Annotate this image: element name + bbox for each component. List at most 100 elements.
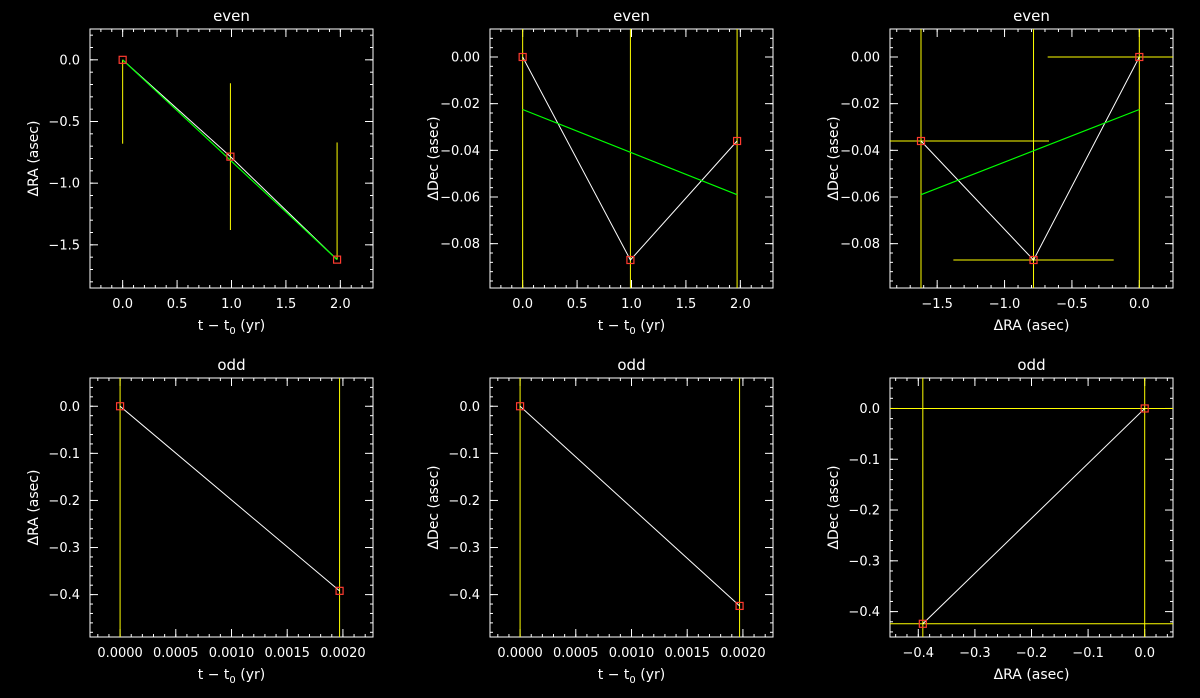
y-tick-label: −0.02 — [440, 97, 480, 112]
data-point — [918, 619, 927, 628]
data-point — [1029, 255, 1038, 265]
x-tick-label: 0.5 — [167, 297, 188, 312]
x-tick-label: 0.5 — [567, 297, 588, 312]
plot-area — [890, 378, 1173, 637]
y-tick-label: −0.08 — [840, 237, 880, 252]
y-axis-label: ΔDec (asec) — [826, 465, 842, 549]
data-point — [1135, 52, 1144, 62]
chart-title: odd — [217, 356, 245, 374]
chart-panel-6: −0.4 −0.3 −0.2 −0.1 0.0 0.0 −0.1 −0.2 −0.3 −0.4 od… — [826, 356, 1174, 683]
data-point — [626, 255, 635, 265]
x-axis-label-unit: (yr) — [236, 318, 265, 334]
chart-panel-2: 0.0 0.5 1.0 1.5 2.0 0.00 −0.02 −0.04 −0.06 −0.08 e… — [426, 7, 774, 337]
x-tick-label: 0.0010 — [609, 646, 655, 661]
y-tick-label: −1.5 — [48, 238, 80, 253]
x-tick-label: 0.0005 — [153, 646, 199, 661]
x-tick-label: −0.5 — [1056, 297, 1088, 312]
data-point — [1140, 404, 1149, 413]
y-tick-label: −0.1 — [448, 447, 480, 462]
y-axis-label: ΔRA (asec) — [26, 470, 42, 546]
x-tick-label: 1.0 — [621, 297, 642, 312]
y-tick-label: −0.2 — [448, 494, 480, 509]
data-line — [519, 405, 740, 607]
y-tick-label: −0.06 — [840, 191, 880, 206]
x-axis-label-main: ΔRA (asec) — [994, 667, 1070, 683]
plot-area — [890, 29, 1173, 288]
y-tick-label: −0.3 — [48, 541, 80, 556]
x-tick-label: 0.0015 — [264, 646, 310, 661]
y-tick-label: −0.04 — [840, 144, 880, 159]
x-tick-label: 0.0 — [1134, 646, 1155, 661]
x-axis-label: ΔRA (asec) — [994, 318, 1070, 334]
y-tick-label: 0.0 — [59, 400, 80, 415]
data-point — [115, 402, 125, 411]
x-axis-label-main: t − t — [598, 667, 630, 683]
chart-title: odd — [1017, 356, 1045, 374]
x-axis-label: t − t0 (yr) — [198, 318, 265, 337]
chart-panel-3: −1.5 −1.0 −0.5 0.0 0.00 −0.02 −0.04 −0.06 −0.08 e… — [826, 7, 1174, 334]
data-point — [118, 55, 127, 64]
x-tick-label: −0.3 — [959, 646, 991, 661]
x-axis-label-subscript: 0 — [229, 326, 235, 337]
data-point — [226, 152, 235, 161]
plot-area — [522, 29, 738, 288]
y-tick-label: −1.0 — [48, 177, 80, 192]
x-tick-label: −1.5 — [921, 297, 953, 312]
x-tick-label: −0.4 — [903, 646, 935, 661]
x-axis-label-main: t − t — [198, 667, 230, 683]
x-tick-label: 0.0 — [512, 297, 533, 312]
x-tick-label: 0.0020 — [720, 646, 766, 661]
chart-panel-4: 0.0000 0.0005 0.0010 0.0015 0.0020 0.0 −0.1 −0.… — [26, 356, 374, 686]
x-axis-label-main: t − t — [198, 318, 230, 334]
fit-line — [920, 108, 1140, 196]
y-tick-label: 0.00 — [451, 51, 480, 66]
x-axis-label: t − t0 (yr) — [598, 318, 665, 337]
y-tick-label: −0.06 — [440, 191, 480, 206]
data-point — [332, 255, 342, 264]
y-tick-label: −0.1 — [48, 447, 80, 462]
data-point — [735, 601, 744, 611]
x-tick-label: 1.0 — [221, 297, 242, 312]
x-axis-label: ΔRA (asec) — [994, 667, 1070, 683]
x-tick-label: 0.0005 — [553, 646, 599, 661]
y-axis-label: ΔDec (asec) — [826, 116, 842, 200]
y-tick-label: 0.0 — [59, 53, 80, 68]
y-tick-label: −0.1 — [848, 453, 880, 468]
y-axis-label: ΔRA (asec) — [26, 121, 42, 197]
x-axis-label-unit: (yr) — [636, 318, 665, 334]
x-tick-label: 0.0 — [112, 297, 133, 312]
data-point — [518, 52, 527, 62]
x-tick-label: 2.0 — [730, 297, 751, 312]
fit-line — [522, 108, 738, 196]
x-axis-label: t − t0 (yr) — [598, 667, 665, 686]
y-tick-label: −0.3 — [848, 554, 880, 569]
data-line — [119, 405, 340, 592]
y-tick-label: −0.4 — [48, 588, 80, 603]
y-tick-label: −0.04 — [440, 144, 480, 159]
x-tick-label: 0.0010 — [209, 646, 255, 661]
y-tick-label: −0.4 — [448, 588, 480, 603]
y-axis-label: ΔDec (asec) — [426, 465, 442, 549]
data-point — [732, 136, 742, 146]
x-axis-label-main: ΔRA (asec) — [994, 318, 1070, 334]
data-point — [515, 402, 525, 411]
x-tick-label: −0.1 — [1072, 646, 1104, 661]
x-axis-label-main: t − t — [598, 318, 630, 334]
x-tick-label: 0.0 — [1129, 297, 1150, 312]
y-tick-label: −0.08 — [440, 237, 480, 252]
data-point — [916, 136, 926, 146]
y-tick-label: −0.2 — [848, 504, 880, 519]
x-axis-label-subscript: 0 — [629, 675, 635, 686]
x-tick-label: 1.5 — [276, 297, 297, 312]
y-tick-label: 0.00 — [851, 51, 880, 66]
x-tick-label: −1.0 — [989, 297, 1021, 312]
y-tick-label: −0.5 — [48, 115, 80, 130]
x-axis-label-unit: (yr) — [236, 667, 265, 683]
data-line — [922, 408, 1146, 625]
data-point — [335, 586, 344, 595]
plot-area — [519, 378, 741, 637]
chart-panel-5: 0.0000 0.0005 0.0010 0.0015 0.0020 0.0 −0.1 −0.… — [426, 356, 774, 686]
x-tick-label: 0.0000 — [97, 646, 143, 661]
